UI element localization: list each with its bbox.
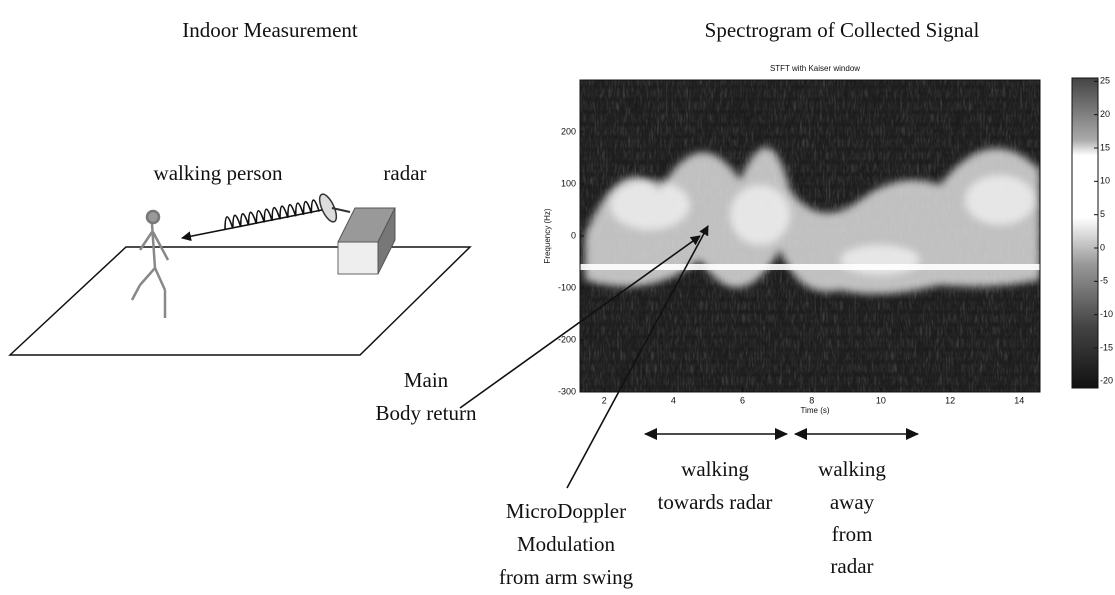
y-tick-label: 200: [561, 126, 576, 136]
y-tick-label: 0: [571, 230, 576, 240]
annotation-text: Modulation: [517, 532, 615, 556]
x-tick-label: 6: [740, 395, 745, 405]
floor: [10, 247, 470, 355]
annotation-text: walking: [818, 457, 886, 481]
walking-figure: [132, 211, 168, 318]
colorbar-tick-label: 5: [1100, 209, 1105, 219]
colorbar-tick-label: 10: [1100, 176, 1110, 186]
colorbar-tick-label: 25: [1100, 76, 1110, 86]
x-axis-label: Time (s): [800, 406, 829, 415]
spectrogram: STFT with Kaiser window Time (s) Frequen…: [543, 64, 1113, 415]
spectrogram-image: [580, 80, 1040, 392]
plot-title: STFT with Kaiser window: [770, 64, 860, 73]
annotation-text: Body return: [376, 401, 477, 425]
x-tick-label: 8: [809, 395, 814, 405]
y-tick-label: -100: [558, 282, 576, 292]
annotation-text: radar: [830, 554, 873, 578]
annotation-text: towards radar: [658, 490, 773, 514]
x-tick-label: 14: [1014, 395, 1024, 405]
x-tick-label: 12: [945, 395, 955, 405]
right-title: Spectrogram of Collected Signal: [705, 18, 980, 42]
annotation-text: away: [830, 490, 875, 514]
annotation-text: MicroDoppler: [506, 499, 626, 523]
colorbar-tick-label: -5: [1100, 276, 1108, 286]
colorbar-tick-label: -15: [1100, 342, 1113, 352]
colorbar-tick-label: 0: [1100, 242, 1105, 252]
x-tick-label: 2: [602, 395, 607, 405]
y-axis-label: Frequency (Hz): [543, 208, 552, 263]
annotation-text: from: [832, 522, 873, 546]
person-label: walking person: [154, 161, 283, 185]
y-tick-label: -300: [558, 386, 576, 396]
colorbar-tick-label: -20: [1100, 376, 1113, 386]
annotation-text: from arm swing: [499, 565, 634, 589]
scene: walking person radar: [10, 161, 470, 355]
annotation-text: Main: [404, 368, 449, 392]
colorbar-tick-label: 15: [1100, 142, 1110, 152]
radar-icon: [316, 192, 395, 274]
figure: Indoor Measurement Spectrogram of Collec…: [0, 0, 1115, 595]
radar-label: radar: [383, 161, 426, 185]
x-tick-label: 4: [671, 395, 676, 405]
colorbar-tick-label: -10: [1100, 309, 1113, 319]
radar-wave: [223, 199, 320, 230]
annotation-text: walking: [681, 457, 749, 481]
colorbar-tick-label: 20: [1100, 109, 1110, 119]
y-tick-label: 100: [561, 178, 576, 188]
colorbar: [1072, 78, 1098, 388]
x-tick-label: 10: [876, 395, 886, 405]
left-title: Indoor Measurement: [182, 18, 358, 42]
